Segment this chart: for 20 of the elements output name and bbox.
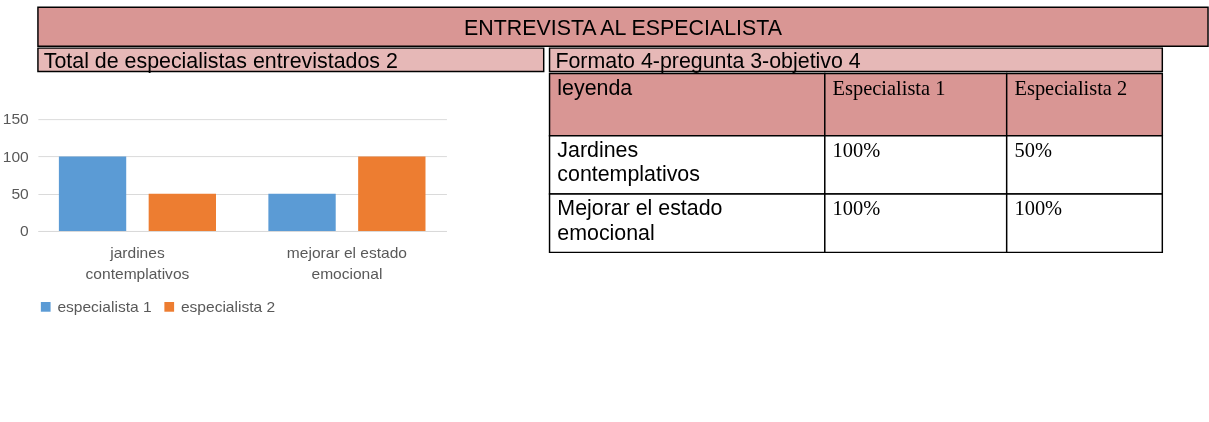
y-tick-label: 100	[2, 147, 30, 165]
text: 100%	[832, 197, 881, 220]
text: Formato 4-pregunta 3-objetivo 4	[555, 48, 861, 73]
text: 100%	[832, 139, 881, 162]
x-tick-label: mejorar el estado emocional	[286, 243, 407, 283]
text: ENTREVISTA AL ESPECIALISTA	[464, 15, 783, 40]
y-tick-label: 150	[2, 110, 30, 128]
y-tick-label: 50	[11, 185, 30, 203]
text: Mejorar el estado emocional	[557, 196, 723, 245]
x-tick-label: jardines contemplativos	[85, 243, 190, 283]
text: 50%	[1014, 139, 1052, 162]
text: leyenda	[557, 75, 633, 100]
text: Especialista 1	[832, 76, 946, 100]
legend-label: especialista 1	[57, 297, 152, 315]
text: 100%	[1014, 197, 1063, 220]
chart-title: Total de especialistas entrevistados 2	[43, 48, 398, 73]
legend-label: especialista 2	[180, 297, 276, 315]
text: Especialista 2	[1014, 76, 1128, 100]
y-tick-label: 0	[20, 222, 30, 240]
text: Jardines contemplativos	[557, 138, 700, 187]
